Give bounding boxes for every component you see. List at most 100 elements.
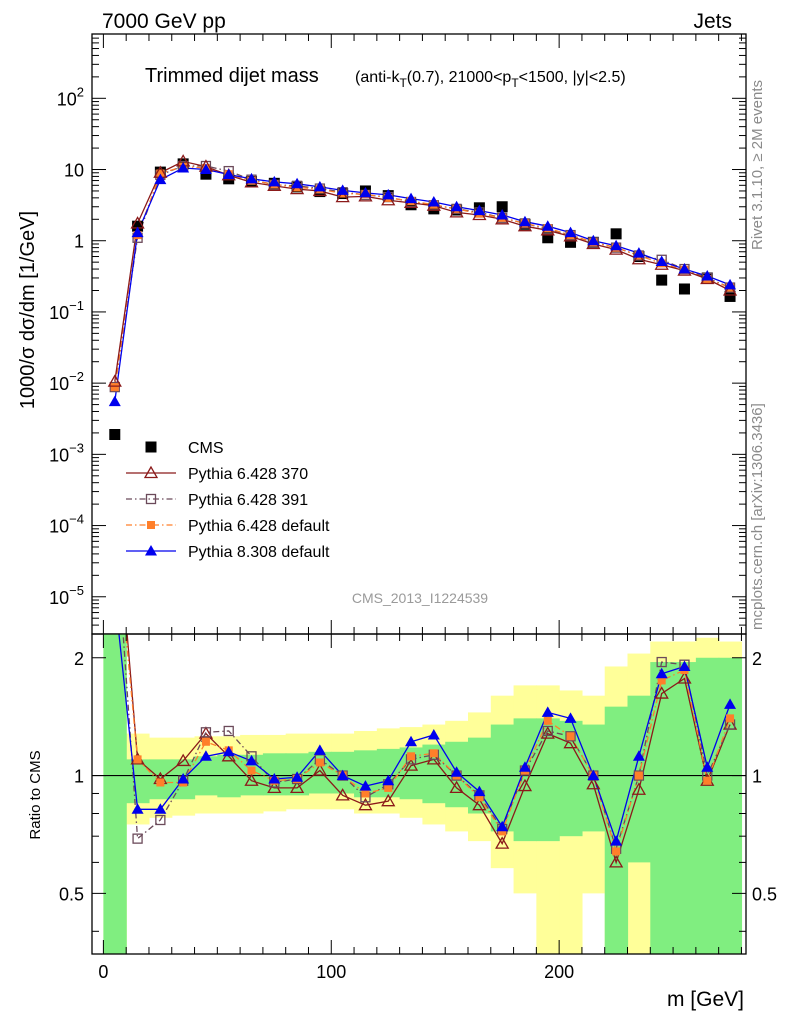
main-ytick-label-1: 10−4 <box>49 512 84 537</box>
main-point-s4-25 <box>678 263 691 274</box>
ratio-point-s1-23 <box>633 770 645 781</box>
main-ytick-label-5: 1 <box>74 232 84 252</box>
header-left: 7000 GeV pp <box>102 10 226 33</box>
ratio-point-s0-21 <box>586 776 601 790</box>
main-point-s4-17 <box>496 208 509 220</box>
ratio-point-s2-9 <box>315 758 324 767</box>
ratio-point-s3-4 <box>199 750 212 761</box>
ratio-ytick-label-0: 0.5 <box>59 884 84 904</box>
main-ytick-label-0: 10−5 <box>49 583 84 608</box>
rivet-label: Rivet 3.1.10, ≥ 2M events <box>749 80 766 250</box>
inner-band-25 <box>673 662 697 954</box>
main-point-s4-9 <box>313 180 326 192</box>
main-point-s4-2 <box>154 173 167 185</box>
mcplots-label: mcplots.cern.ch [arXiv:1306.3436] <box>749 403 766 630</box>
inner-band-24 <box>650 662 674 954</box>
main-point-s4-6 <box>245 172 258 184</box>
ratio-point-s3-20 <box>564 712 577 723</box>
ratio-point-s2-17 <box>498 827 507 836</box>
main-point-s4-20 <box>564 226 577 238</box>
main-title: Trimmed dijet mass <box>145 65 319 87</box>
main-ytick-label-4: 10−1 <box>49 298 84 323</box>
main-point-s4-7 <box>268 175 281 187</box>
ratio-point-s1-24 <box>656 656 667 668</box>
main-point-s0-20 <box>565 236 577 248</box>
legend-label-0: CMS <box>188 440 224 457</box>
ratio-point-s0-25 <box>677 671 692 684</box>
main-point-s2-0 <box>109 381 120 393</box>
main-point-s1-27 <box>722 283 738 296</box>
ratio-point-s3-6 <box>245 754 258 766</box>
ratio-point-s3-19 <box>541 706 554 717</box>
legend-label-4: Pythia 8.308 default <box>188 544 330 561</box>
main-point-s4-1 <box>131 226 144 238</box>
ratio-ytick-label-right-0: 0.5 <box>752 884 777 904</box>
inner-band-22 <box>604 706 629 954</box>
main-line-4 <box>114 167 731 402</box>
ratio-point-s3-10 <box>336 769 349 781</box>
ratio-axes: 0 100 200 0.5 0.5 1 1 2 2 <box>59 634 777 982</box>
main-point-s4-23 <box>632 247 645 258</box>
inner-band-11 <box>354 750 378 798</box>
ratio-point-s0-20 <box>563 735 578 749</box>
ratio-point-s3-16 <box>473 785 486 797</box>
legend: CMS Pythia 6.428 370 Pythia 6.428 391 Pythi… <box>126 440 330 561</box>
ratio-point-s3-18 <box>518 761 531 772</box>
main-point-s1-8 <box>289 181 305 195</box>
main-point-s0-17 <box>496 201 508 213</box>
main-point-s1-23 <box>631 251 647 265</box>
legend-label-2: Pythia 6.428 391 <box>188 492 308 509</box>
main-point-s4-12 <box>382 188 395 200</box>
main-point-s4-10 <box>336 184 349 195</box>
ratio-point-s2-4 <box>201 737 210 746</box>
main-plot-panel: 10−5 10−4 10−3 10−2 10−1 1 10 102 Trimmed dijet… <box>17 33 747 635</box>
legend-item-4: Pythia 8.308 default <box>126 544 330 561</box>
ratio-point-s3-26 <box>701 761 714 772</box>
ratio-point-s1-5 <box>223 725 234 737</box>
legend-marker-1 <box>143 465 159 479</box>
main-line-2 <box>114 165 731 388</box>
watermark: CMS_2013_I1224539 <box>352 590 488 606</box>
ratio-ytick-label-2: 2 <box>74 649 84 669</box>
legend-item-0: CMS <box>145 440 224 457</box>
ratio-point-s3-1 <box>131 803 144 814</box>
ratio-point-s0-8 <box>289 780 305 794</box>
ratio-point-s0-9 <box>312 763 327 776</box>
ratio-ytick-label-1: 1 <box>74 767 84 787</box>
ratio-ytick-label-right-2: 2 <box>752 649 762 669</box>
inner-band-9 <box>308 751 332 794</box>
ratio-point-s0-17 <box>495 836 510 849</box>
ratio-plot-frame <box>91 633 747 955</box>
ratio-point-s3-8 <box>291 771 304 782</box>
ratio-point-s3-23 <box>632 750 645 761</box>
ratio-point-s2-24 <box>657 676 666 685</box>
main-ytick-label-2: 10−3 <box>49 440 84 465</box>
inner-band-17 <box>490 724 515 832</box>
ratio-point-s2-26 <box>703 776 712 785</box>
ratio-point-s1-19 <box>542 725 553 737</box>
main-line-3 <box>114 165 731 388</box>
ratio-point-s2-11 <box>361 789 370 798</box>
ratio-point-s0-10 <box>335 788 350 801</box>
ratio-point-s3-12 <box>382 774 395 786</box>
main-point-s4-27 <box>724 278 737 290</box>
ratio-point-s2-14 <box>429 749 438 758</box>
ratio-point-s2-12 <box>384 783 393 792</box>
main-point-s4-16 <box>473 204 486 216</box>
ratio-point-s3-13 <box>405 735 418 747</box>
ratio-point-s2-19 <box>543 716 552 725</box>
ratio-point-s2-2 <box>156 778 165 787</box>
ratio-point-s2-13 <box>407 752 416 761</box>
ratio-series-markers <box>130 656 738 868</box>
ratio-point-s1-2 <box>155 814 166 826</box>
inner-band-27 <box>718 657 743 954</box>
ratio-point-s0-13 <box>403 758 419 771</box>
ratio-point-s3-22 <box>610 835 623 846</box>
main-point-s0-22 <box>610 228 622 240</box>
ratio-point-s3-11 <box>359 780 372 791</box>
ratio-point-s3-27 <box>724 698 737 709</box>
x-tick-label-0: 0 <box>98 962 108 982</box>
legend-label-3: Pythia 6.428 default <box>188 518 330 535</box>
ratio-point-s3-21 <box>587 769 600 781</box>
